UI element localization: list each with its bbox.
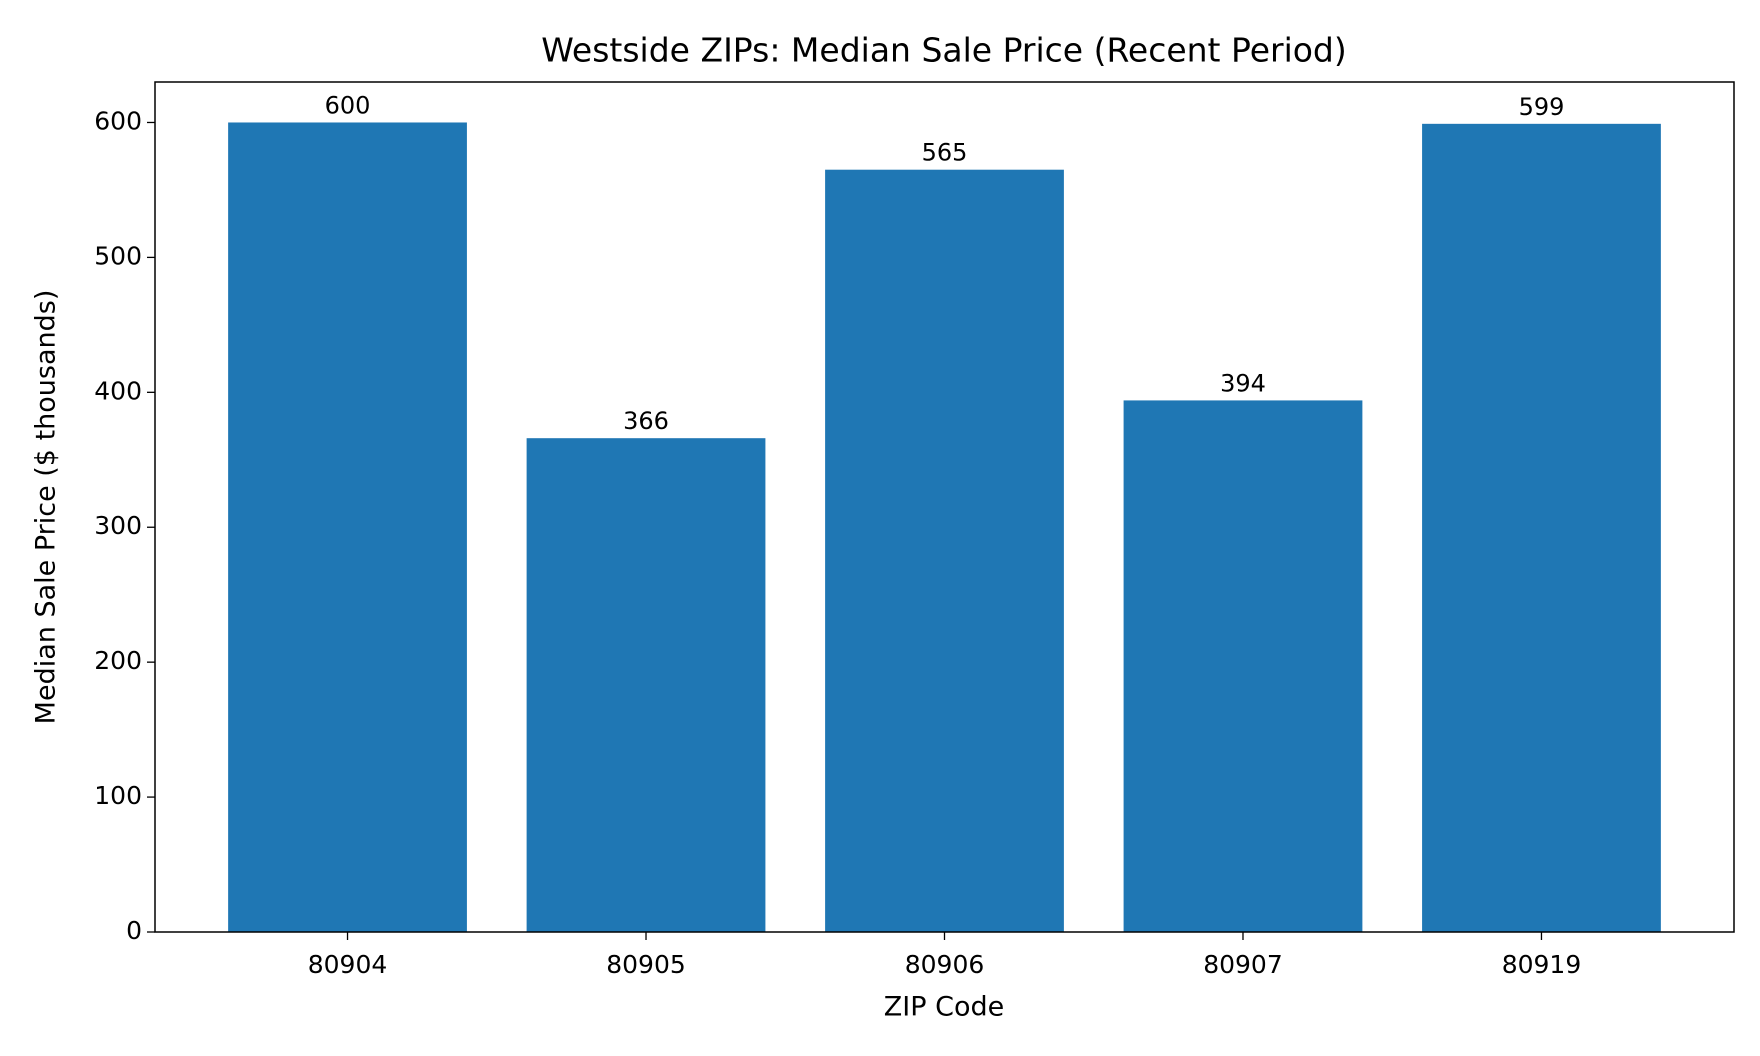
bar (526, 438, 766, 932)
plot-frame (154, 81, 1735, 933)
bar (228, 122, 467, 932)
chart-title: Westside ZIPs: Median Sale Price (Recent… (541, 31, 1347, 70)
x-tick-label: 80905 (606, 950, 686, 979)
y-tick-label: 100 (94, 781, 142, 810)
data-label: 394 (1220, 369, 1266, 397)
y-tick-label: 600 (94, 106, 142, 135)
bar (825, 169, 1064, 932)
y-tick-label: 0 (126, 916, 142, 945)
x-tick-label: 80907 (1203, 950, 1283, 979)
data-label: 599 (1519, 93, 1565, 121)
x-axis-label: ZIP Code (884, 992, 1004, 1023)
data-label: 565 (922, 139, 968, 167)
y-tick-label: 500 (94, 241, 142, 270)
y-tick-label: 400 (94, 376, 142, 405)
y-tick-label: 300 (94, 511, 142, 540)
bar (1123, 400, 1363, 932)
x-tick-label: 80919 (1502, 950, 1582, 979)
y-axis-label: Median Sale Price ($ thousands) (31, 290, 62, 725)
x-tick-label: 80904 (308, 950, 388, 979)
bar (1422, 123, 1661, 933)
x-tick-label: 80906 (905, 950, 985, 979)
data-label: 600 (325, 91, 371, 119)
data-label: 366 (623, 407, 669, 435)
y-tick-label: 200 (94, 646, 142, 675)
